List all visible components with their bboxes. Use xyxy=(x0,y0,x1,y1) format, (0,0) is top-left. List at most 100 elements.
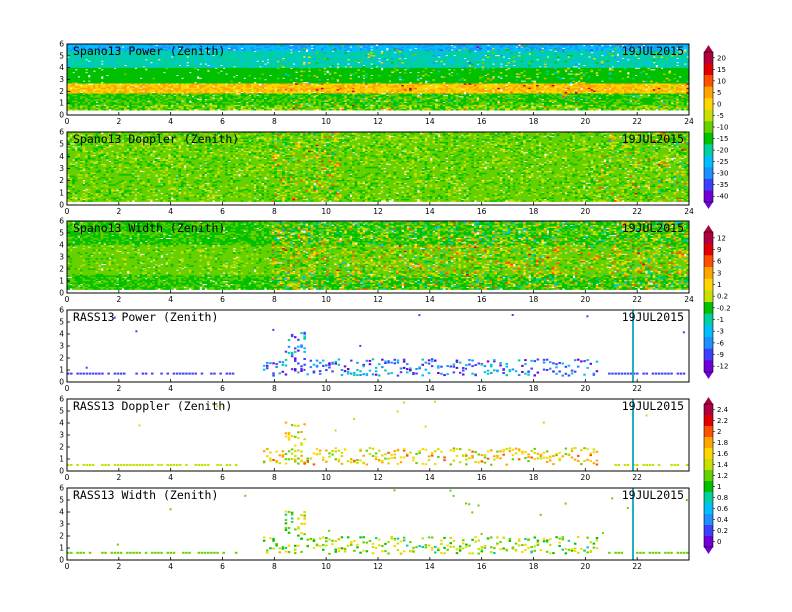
heatmap-cell xyxy=(105,101,109,104)
heatmap-cell xyxy=(196,60,200,63)
heatmap-cell xyxy=(168,105,172,108)
heatmap-cell xyxy=(188,66,192,68)
heatmap-cell xyxy=(105,57,109,60)
heatmap-cell xyxy=(147,73,151,75)
heatmap-cell xyxy=(129,44,133,47)
heatmap-cell xyxy=(134,80,138,83)
heatmap-cell xyxy=(85,101,89,104)
heatmap-cell xyxy=(181,68,185,71)
heatmap-cell xyxy=(134,47,138,50)
heatmap-cell xyxy=(206,54,210,57)
heatmap-cell xyxy=(121,85,125,88)
heatmap-cell xyxy=(149,44,153,46)
heatmap-cell xyxy=(181,78,185,81)
heatmap-cell xyxy=(194,70,198,73)
heatmap-cell xyxy=(183,100,187,102)
heatmap-cell xyxy=(206,53,210,56)
heatmap-cell xyxy=(196,74,200,77)
heatmap-cell xyxy=(74,60,78,63)
heatmap-cell xyxy=(209,94,213,97)
heatmap-cell xyxy=(77,64,81,67)
heatmap-cell xyxy=(100,85,104,88)
heatmap-cell xyxy=(139,84,143,87)
heatmap-cell xyxy=(147,94,151,97)
heatmap-cell xyxy=(105,105,109,108)
heatmap-cell xyxy=(160,95,164,98)
heatmap-cell xyxy=(67,104,71,107)
heatmap-cell xyxy=(69,58,73,61)
heatmap-cell xyxy=(74,63,78,66)
heatmap-cell xyxy=(209,51,213,54)
heatmap-cell xyxy=(108,57,112,60)
heatmap-cell xyxy=(98,100,102,102)
heatmap-cell xyxy=(144,97,148,100)
heatmap-cell xyxy=(209,44,213,46)
heatmap-cell xyxy=(155,50,159,53)
heatmap-cell xyxy=(214,107,218,110)
heatmap-cell xyxy=(129,70,133,73)
heatmap-cell xyxy=(118,60,122,63)
heatmap-cell xyxy=(74,77,78,80)
heatmap-cell xyxy=(95,84,99,87)
heatmap-cell xyxy=(157,100,161,102)
heatmap-cell xyxy=(191,91,195,94)
heatmap-cell xyxy=(105,64,109,67)
heatmap-cell xyxy=(74,46,78,48)
heatmap-cell xyxy=(105,94,109,97)
heatmap-cell xyxy=(183,44,187,46)
heatmap-cell xyxy=(160,77,164,80)
heatmap-cell xyxy=(116,68,120,71)
heatmap-cell xyxy=(121,108,125,111)
heatmap-cell xyxy=(126,56,130,58)
heatmap-cell xyxy=(173,70,177,73)
heatmap-cell xyxy=(178,75,182,78)
heatmap-cell xyxy=(155,81,159,84)
heatmap-cell xyxy=(108,88,112,91)
heatmap-cell xyxy=(103,93,107,95)
heatmap-cell xyxy=(77,46,81,48)
heatmap-cell xyxy=(155,47,159,50)
heatmap-cell xyxy=(82,98,86,101)
heatmap-cell xyxy=(74,87,78,90)
heatmap-cell xyxy=(116,97,120,100)
heatmap-cell xyxy=(142,101,146,104)
heatmap-cell xyxy=(206,80,210,83)
heatmap-cell xyxy=(178,91,182,94)
heatmap-cell xyxy=(206,47,210,50)
heatmap-cell xyxy=(149,66,153,68)
heatmap-cell xyxy=(188,67,192,70)
heatmap-cell xyxy=(67,71,71,74)
heatmap-cell xyxy=(116,74,120,77)
heatmap-cell xyxy=(90,44,94,46)
heatmap-cell xyxy=(129,71,133,74)
heatmap-cell xyxy=(124,70,128,73)
heatmap-cell xyxy=(170,83,174,85)
heatmap-cell xyxy=(90,53,94,56)
heatmap-cell xyxy=(165,88,169,91)
heatmap-cell xyxy=(188,107,192,110)
heatmap-cell xyxy=(105,80,109,83)
heatmap-cell xyxy=(126,73,130,75)
heatmap-cell xyxy=(204,77,208,80)
heatmap-cell xyxy=(139,71,143,74)
heatmap-cell xyxy=(147,56,151,58)
heatmap-cell xyxy=(178,53,182,56)
heatmap-cell xyxy=(92,101,96,104)
heatmap-cell xyxy=(170,75,174,78)
heatmap-cell xyxy=(152,105,156,108)
heatmap-cell xyxy=(85,73,89,75)
heatmap-cell xyxy=(157,64,161,67)
heatmap-cell xyxy=(139,107,143,110)
heatmap-cell xyxy=(118,78,122,81)
heatmap-cell xyxy=(98,107,102,110)
heatmap-cell xyxy=(98,78,102,81)
heatmap-cell xyxy=(98,77,102,80)
heatmap-cell xyxy=(157,46,161,48)
heatmap-cell xyxy=(69,75,73,78)
heatmap-cell xyxy=(191,107,195,110)
heatmap-cell xyxy=(129,57,133,60)
heatmap-cell xyxy=(162,100,166,102)
heatmap-cell xyxy=(155,75,159,78)
heatmap-cell xyxy=(157,70,161,73)
heatmap-cell xyxy=(214,93,218,95)
